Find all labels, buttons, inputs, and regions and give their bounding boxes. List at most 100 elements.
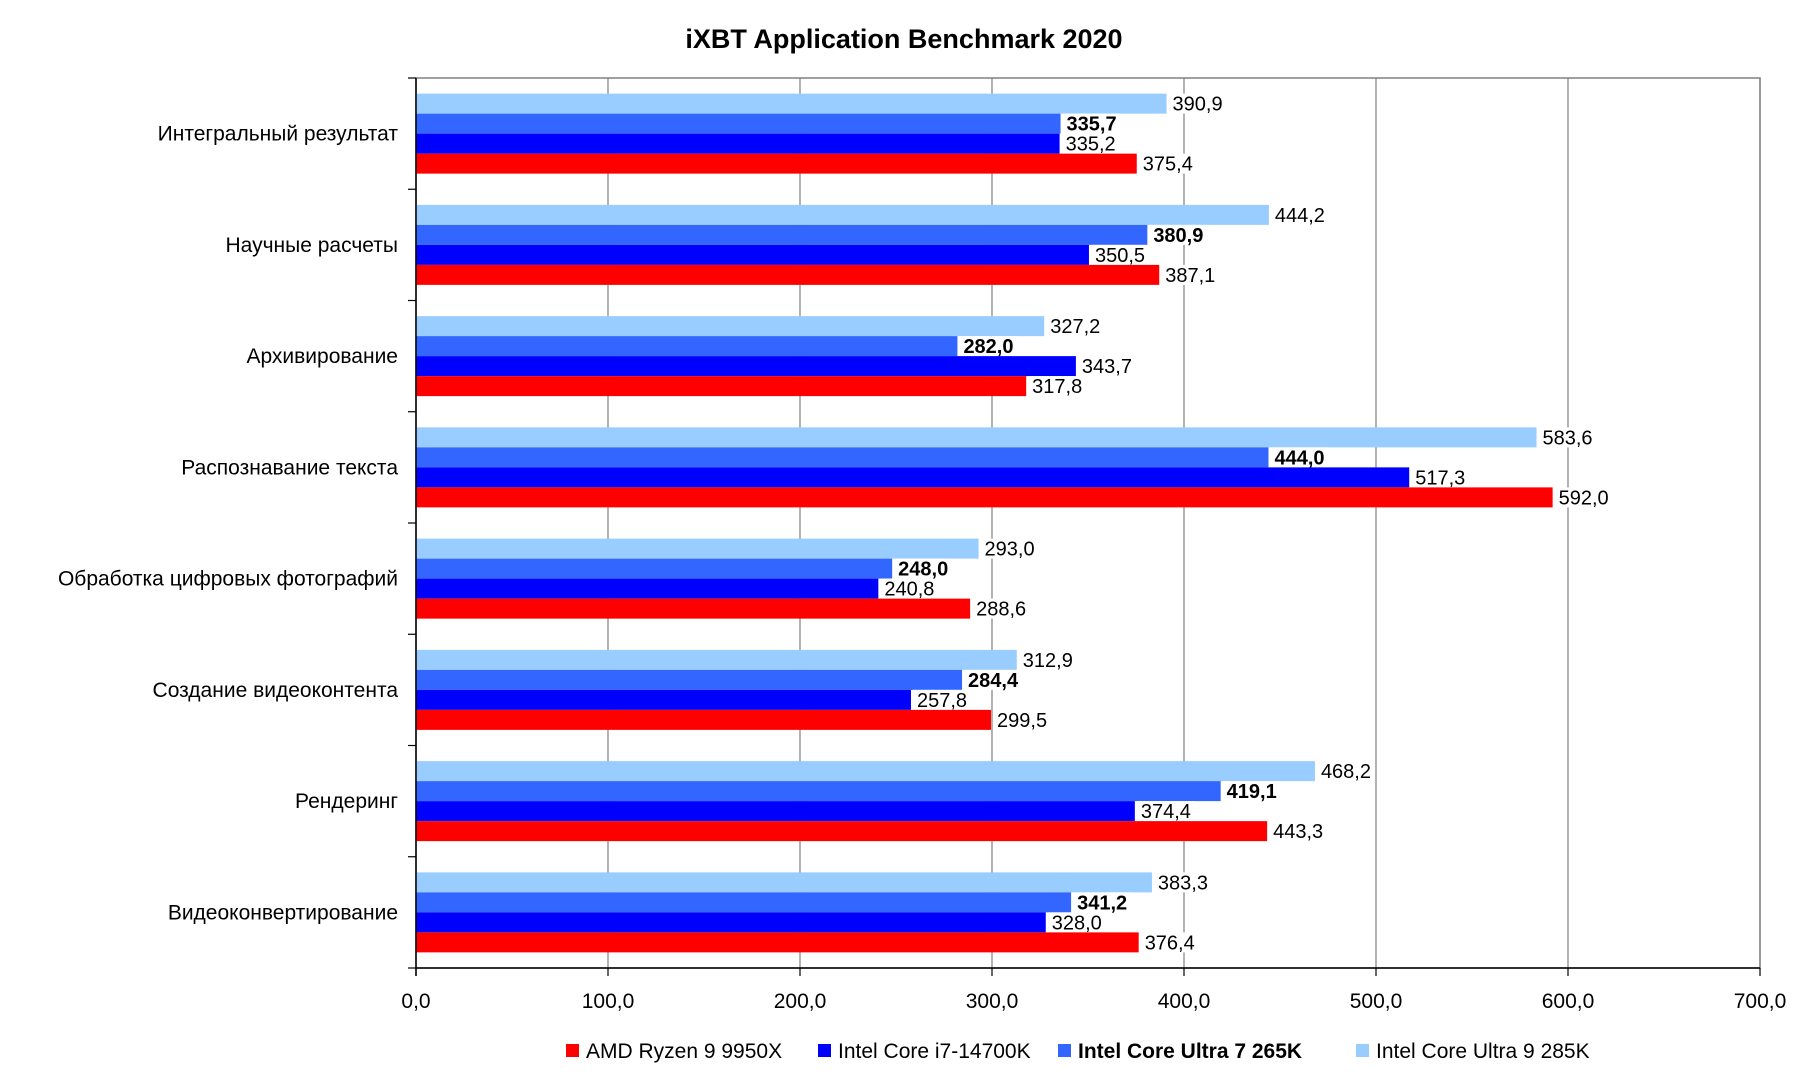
data-label-bg bbox=[1161, 264, 1220, 285]
x-tick-label: 500,0 bbox=[1350, 990, 1403, 1013]
data-label: 380,9 bbox=[1153, 225, 1203, 247]
data-label-bg bbox=[1062, 113, 1121, 134]
bar bbox=[416, 467, 1410, 488]
data-label: 317,8 bbox=[1032, 376, 1082, 398]
bar bbox=[416, 761, 1315, 782]
category-label: Рендеринг bbox=[295, 790, 398, 813]
bar bbox=[416, 93, 1167, 114]
data-label: 376,4 bbox=[1145, 932, 1195, 954]
category-label: Распознавание текста bbox=[181, 456, 398, 479]
x-tick-label: 0,0 bbox=[401, 990, 430, 1013]
data-label: 390,9 bbox=[1173, 94, 1223, 116]
bar bbox=[416, 427, 1537, 448]
data-label: 592,0 bbox=[1559, 487, 1609, 509]
data-label-bg bbox=[1136, 801, 1195, 822]
data-label: 387,1 bbox=[1165, 265, 1215, 287]
axes: Интегральный результат Научные расчеты Арх… bbox=[58, 77, 1787, 1013]
x-tick-label: 400,0 bbox=[1158, 990, 1211, 1013]
data-label-bg bbox=[1073, 892, 1132, 913]
data-label: 288,6 bbox=[976, 599, 1026, 621]
data-label-bg bbox=[1538, 427, 1597, 448]
data-label: 419,1 bbox=[1227, 781, 1277, 803]
data-label-bg bbox=[1554, 487, 1613, 508]
data-label-bg bbox=[972, 598, 1031, 619]
data-label-bg bbox=[1153, 872, 1212, 893]
category-label: Интегральный результат bbox=[158, 123, 399, 146]
bar bbox=[416, 336, 958, 357]
data-label-bg bbox=[1090, 244, 1149, 265]
category-label: Архивирование bbox=[246, 345, 398, 368]
legend-swatch bbox=[818, 1044, 831, 1057]
data-label: 383,3 bbox=[1158, 872, 1208, 894]
bar bbox=[416, 244, 1089, 265]
bar bbox=[416, 224, 1148, 245]
category-label: Обработка цифровых фотографий bbox=[58, 568, 398, 591]
category-label: Создание видеоконтента bbox=[153, 679, 399, 702]
data-label-bg bbox=[1222, 781, 1281, 802]
data-label-bg bbox=[993, 709, 1052, 730]
bar bbox=[416, 447, 1269, 468]
data-label-bg bbox=[880, 578, 939, 599]
bar bbox=[416, 376, 1027, 397]
data-label-bg bbox=[1018, 649, 1077, 670]
bar bbox=[416, 649, 1017, 670]
bar bbox=[416, 892, 1072, 913]
bar bbox=[416, 356, 1076, 377]
data-label: 444,2 bbox=[1275, 205, 1325, 227]
data-label: 583,6 bbox=[1543, 427, 1593, 449]
data-label-bg bbox=[1028, 376, 1087, 397]
x-tick-label: 200,0 bbox=[774, 990, 827, 1013]
data-label: 299,5 bbox=[997, 710, 1047, 732]
data-label: 327,2 bbox=[1050, 316, 1100, 338]
data-label: 328,0 bbox=[1052, 912, 1102, 934]
data-label: 257,8 bbox=[917, 690, 967, 712]
bar bbox=[416, 689, 911, 710]
bar bbox=[416, 538, 979, 559]
data-label: 335,7 bbox=[1067, 114, 1117, 136]
legend-swatch bbox=[1356, 1044, 1369, 1057]
x-tick-label: 600,0 bbox=[1542, 990, 1595, 1013]
legend-label: AMD Ryzen 9 9950X bbox=[586, 1040, 782, 1063]
data-label-bg bbox=[1138, 153, 1197, 174]
data-label-bg bbox=[912, 689, 971, 710]
data-label-bg bbox=[1316, 761, 1375, 782]
data-label-bg bbox=[1077, 356, 1136, 377]
bar bbox=[416, 487, 1553, 508]
data-label: 312,9 bbox=[1023, 650, 1073, 672]
legend-label: Intel Core Ultra 7 265K bbox=[1078, 1040, 1302, 1063]
legend-label: Intel Core i7-14700K bbox=[838, 1040, 1031, 1063]
data-label: 282,0 bbox=[963, 336, 1013, 358]
data-label-bg bbox=[1269, 821, 1328, 842]
chart-title: iXBT Application Benchmark 2020 bbox=[685, 24, 1122, 54]
bar bbox=[416, 598, 971, 619]
data-label: 248,0 bbox=[898, 559, 948, 581]
data-label: 341,2 bbox=[1077, 892, 1127, 914]
data-label-bg bbox=[1270, 204, 1329, 225]
data-label-bg bbox=[980, 538, 1039, 559]
data-label-bg bbox=[1061, 133, 1120, 154]
bar bbox=[416, 316, 1045, 337]
bar bbox=[416, 204, 1269, 225]
data-label: 284,4 bbox=[968, 670, 1019, 692]
category-label: Научные расчеты bbox=[225, 234, 398, 257]
data-label-bg bbox=[1046, 316, 1105, 337]
legend-swatch bbox=[566, 1044, 579, 1057]
x-tick-label: 700,0 bbox=[1734, 990, 1787, 1013]
bar bbox=[416, 872, 1152, 893]
bar bbox=[416, 558, 893, 579]
bar bbox=[416, 133, 1060, 154]
bar bbox=[416, 912, 1046, 933]
x-tick-label: 100,0 bbox=[582, 990, 635, 1013]
data-label: 444,0 bbox=[1274, 447, 1324, 469]
category-label: Видеоконвертирование bbox=[168, 901, 398, 924]
bar bbox=[416, 801, 1135, 822]
data-label-bg bbox=[959, 336, 1018, 357]
data-label: 443,3 bbox=[1273, 821, 1323, 843]
data-label-bg bbox=[1047, 912, 1106, 933]
data-label: 350,5 bbox=[1095, 245, 1145, 267]
legend-label: Intel Core Ultra 9 285K bbox=[1376, 1040, 1590, 1063]
bar bbox=[416, 932, 1139, 953]
